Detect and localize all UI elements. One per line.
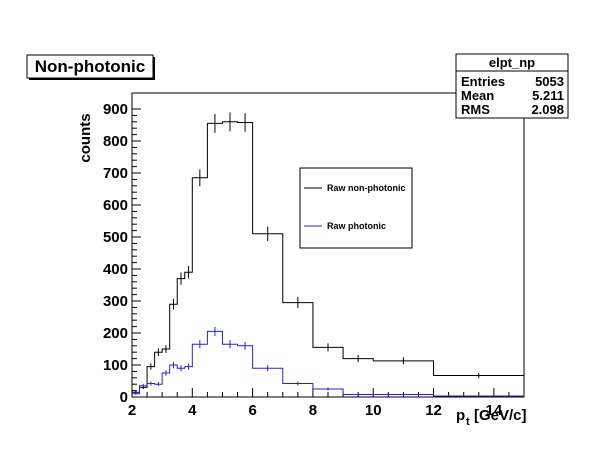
title-box: Non-photonic [26,54,155,80]
x-axis-title: p t [GeV/c] [456,407,527,428]
y-axis-title: counts [77,113,94,162]
y-tick-label: 500 [103,229,128,246]
x-axis-title-symbol: p [456,407,465,424]
y-tick-label: 800 [103,133,128,150]
histogram-outline [132,121,524,393]
y-tick-label: 700 [103,165,128,182]
stats-entries-label: Entries [461,74,505,89]
axis-ticks: 0 100 200 300 400 500 600 700 800 900 2 4 6 8 10 12 14 [103,101,525,419]
x-axis-title-subscript: t [466,416,470,428]
x-tick-label: 6 [248,402,256,419]
stats-rms-label: RMS [461,102,490,117]
data-series [132,112,524,397]
stats-box-name: elpt_np [489,55,535,70]
y-tick-label: 600 [103,197,128,214]
series-1 [132,326,524,397]
x-tick-label: 10 [365,402,382,419]
stats-mean-label: Mean [461,88,494,103]
x-tick-label: 8 [309,402,317,419]
stats-box-frame [455,53,569,119]
y-tick-label: 100 [103,357,128,374]
y-tick-label: 400 [103,261,128,278]
x-tick-label: 12 [425,402,442,419]
chart-title: Non-photonic [35,57,145,76]
stats-mean-value: 5.211 [532,88,564,103]
stats-rms-value: 2.098 [531,102,564,117]
y-tick-label: 0 [120,389,128,406]
title-box-shadow-bottom [29,78,155,80]
stats-entries-value: 5053 [535,74,564,89]
legend-label-photonic: Raw photonic [327,221,386,231]
x-tick-label: 14 [486,402,503,419]
legend: Raw non-photonic Raw photonic [299,167,413,249]
y-tick-label: 300 [103,293,128,310]
title-box-shadow-right [153,57,155,80]
x-axis-title-unit: [GeV/c] [474,407,527,424]
x-tick-label: 4 [188,402,197,419]
legend-frame [299,167,413,249]
y-tick-label: 200 [103,325,128,342]
series-0 [132,112,524,394]
x-tick-label: 2 [128,402,136,419]
stats-box: elpt_np Entries 5053 Mean 5.211 RMS 2.09… [455,53,569,119]
legend-label-non-photonic: Raw non-photonic [327,183,406,193]
y-tick-label: 900 [103,101,128,118]
